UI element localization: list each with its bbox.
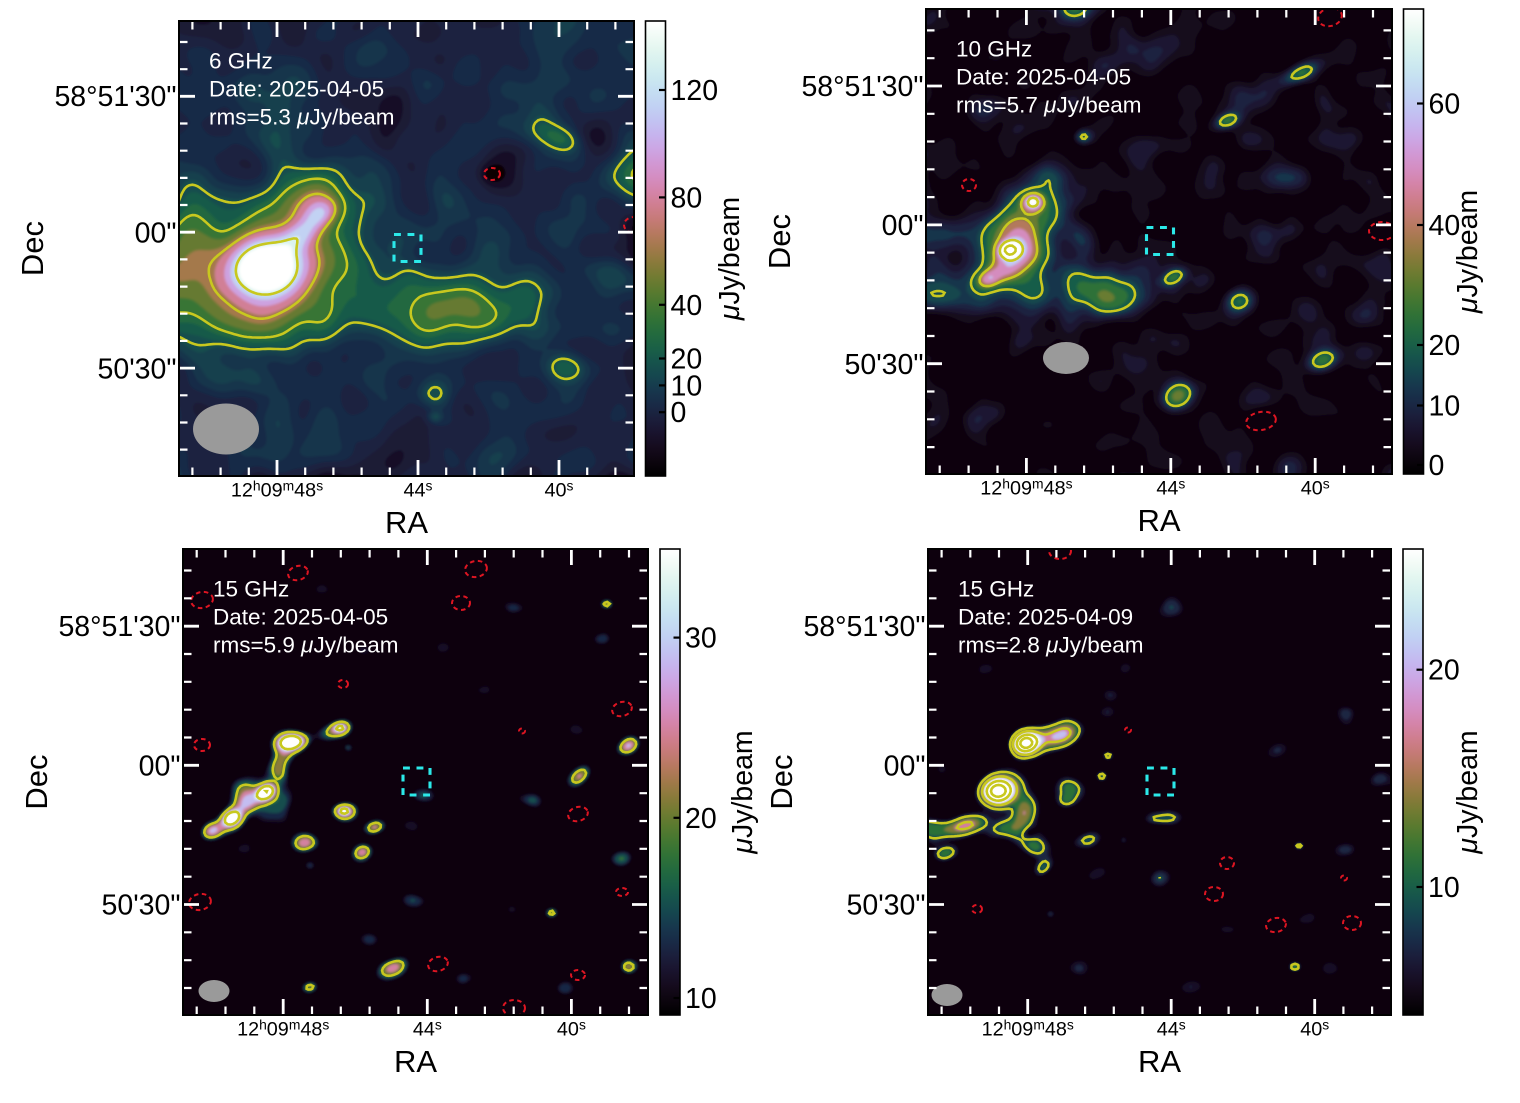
svg-text:40s: 40s	[1300, 1017, 1329, 1041]
svg-text:00": 00"	[135, 218, 177, 250]
svg-text:20: 20	[671, 344, 703, 376]
svg-text:0: 0	[1429, 450, 1445, 482]
svg-text:Dec: Dec	[764, 754, 799, 809]
svg-text:Date: 2025-04-05: Date: 2025-04-05	[213, 605, 388, 630]
svg-text:Date: 2025-04-05: Date: 2025-04-05	[209, 77, 384, 102]
svg-text:RA: RA	[1137, 503, 1180, 538]
svg-text:0: 0	[671, 397, 687, 429]
svg-text:rms=5.9 μJy/beam: rms=5.9 μJy/beam	[213, 633, 399, 658]
svg-text:00": 00"	[882, 210, 924, 242]
svg-text:10: 10	[671, 370, 703, 402]
svg-text:50'30": 50'30"	[98, 353, 177, 385]
svg-text:10: 10	[685, 983, 717, 1015]
svg-text:58°51'30": 58°51'30"	[801, 71, 923, 103]
svg-text:50'30": 50'30"	[845, 349, 924, 381]
svg-text:rms=2.8 μJy/beam: rms=2.8 μJy/beam	[958, 633, 1144, 658]
svg-text:6 GHz: 6 GHz	[209, 49, 273, 74]
svg-text:50'30": 50'30"	[847, 890, 926, 922]
svg-text:12h09m48s: 12h09m48s	[982, 1017, 1074, 1041]
svg-text:00": 00"	[884, 751, 926, 783]
svg-text:rms=5.3 μJy/beam: rms=5.3 μJy/beam	[209, 105, 395, 130]
svg-text:44s: 44s	[413, 1017, 442, 1041]
svg-text:Date: 2025-04-05: Date: 2025-04-05	[956, 65, 1131, 90]
svg-text:12h09m48s: 12h09m48s	[980, 476, 1072, 500]
svg-text:RA: RA	[385, 505, 428, 540]
svg-text:RA: RA	[394, 1044, 437, 1079]
svg-text:rms=5.7 μJy/beam: rms=5.7 μJy/beam	[956, 93, 1142, 118]
svg-text:10 GHz: 10 GHz	[956, 37, 1032, 62]
svg-text:58°51'30": 58°51'30"	[58, 611, 180, 643]
svg-text:12h09m48s: 12h09m48s	[237, 1017, 329, 1041]
svg-text:20: 20	[685, 803, 717, 835]
svg-text:Dec: Dec	[762, 214, 797, 269]
svg-text:μJy/beam: μJy/beam	[727, 730, 759, 854]
svg-text:80: 80	[671, 182, 703, 214]
svg-text:12h09m48s: 12h09m48s	[231, 478, 323, 502]
svg-text:20: 20	[1428, 655, 1460, 687]
svg-text:μJy/beam: μJy/beam	[1452, 190, 1484, 314]
svg-text:60: 60	[1429, 89, 1461, 121]
svg-text:20: 20	[1429, 330, 1461, 362]
svg-text:30: 30	[685, 623, 717, 655]
svg-text:40: 40	[1429, 210, 1461, 242]
svg-text:50'30": 50'30"	[102, 890, 181, 922]
svg-text:15 GHz: 15 GHz	[213, 577, 289, 602]
svg-text:58°51'30": 58°51'30"	[54, 81, 176, 113]
svg-text:10: 10	[1429, 391, 1461, 423]
svg-text:00": 00"	[139, 751, 181, 783]
svg-text:Date: 2025-04-09: Date: 2025-04-09	[958, 605, 1133, 630]
svg-text:120: 120	[671, 75, 719, 107]
svg-text:RA: RA	[1138, 1044, 1181, 1079]
svg-text:40: 40	[671, 290, 703, 322]
svg-text:10: 10	[1428, 872, 1460, 904]
svg-text:58°51'30": 58°51'30"	[803, 611, 925, 643]
svg-text:15 GHz: 15 GHz	[958, 577, 1034, 602]
svg-text:μJy/beam: μJy/beam	[714, 197, 746, 321]
svg-text:Dec: Dec	[15, 221, 50, 276]
svg-text:μJy/beam: μJy/beam	[1452, 730, 1484, 854]
svg-text:Dec: Dec	[19, 754, 54, 809]
